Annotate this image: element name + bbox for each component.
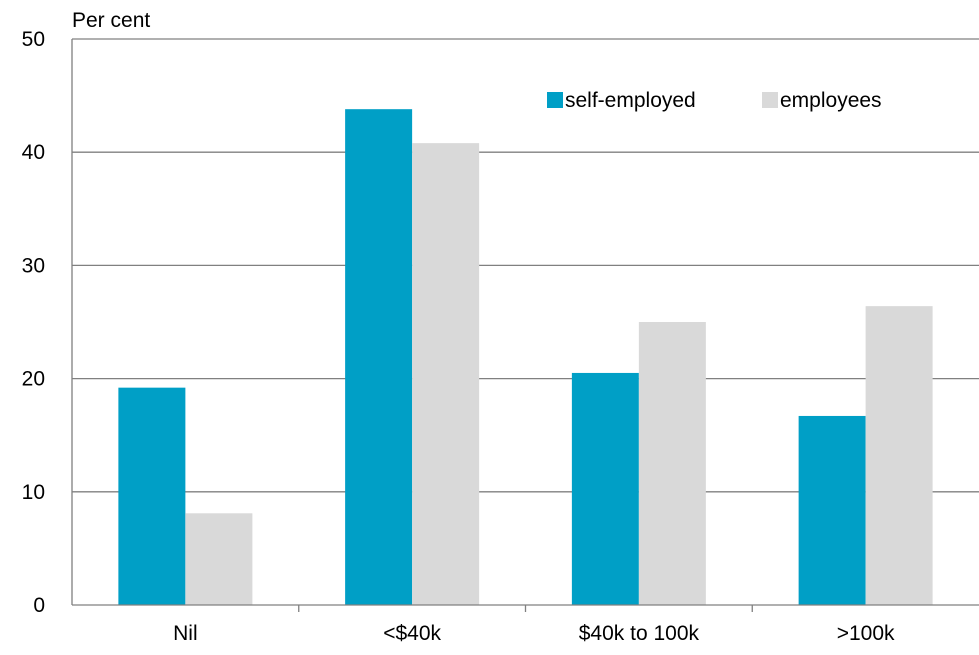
x-tick-label: Nil	[173, 622, 198, 645]
bar-self-employed-0	[118, 387, 186, 605]
x-tick-label: <$40k	[383, 622, 441, 645]
bars	[118, 109, 933, 606]
y-axis-title: Per cent	[72, 9, 150, 32]
bar-employees-1	[412, 143, 480, 606]
legend-swatch-employees	[762, 92, 778, 108]
bar-self-employed-3	[798, 415, 866, 605]
y-tick-label: 0	[33, 594, 45, 617]
legend: self-employed employees	[547, 89, 882, 112]
axes	[71, 39, 979, 612]
legend-label-self-employed: self-employed	[565, 89, 696, 112]
x-tick-label: $40k to 100k	[579, 622, 700, 645]
y-tick-label: 40	[22, 141, 45, 164]
y-tick-label: 20	[22, 368, 45, 391]
bar-self-employed-2	[571, 372, 639, 605]
legend-swatch-self-employed	[547, 92, 563, 108]
y-tick-label: 10	[22, 481, 45, 504]
bar-employees-2	[638, 322, 706, 605]
y-tick-labels: 0 10 20 30 40 50	[22, 28, 45, 617]
bar-employees-3	[865, 306, 933, 605]
bar-employees-0	[185, 513, 253, 605]
legend-label-employees: employees	[780, 89, 882, 112]
bar-self-employed-1	[345, 109, 413, 606]
y-tick-label: 30	[22, 254, 45, 277]
y-tick-label: 50	[22, 28, 45, 51]
x-tick-labels: Nil <$40k $40k to 100k >100k	[173, 622, 895, 645]
x-tick-label: >100k	[837, 622, 895, 645]
